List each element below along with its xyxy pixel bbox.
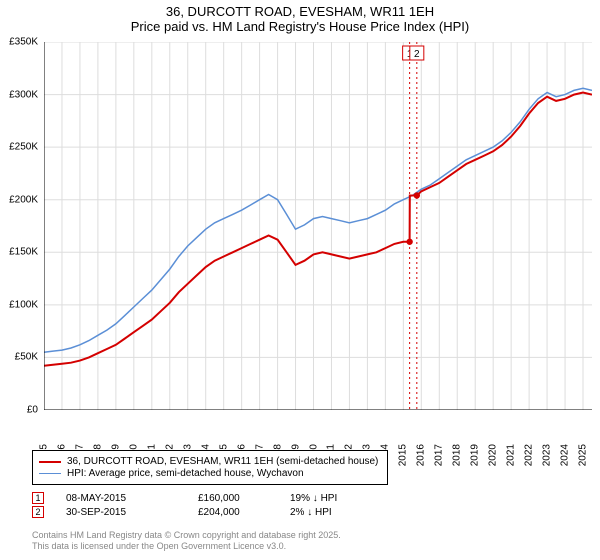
sale-row-date: 08-MAY-2015 [66, 493, 176, 504]
sale-row-pct: 19% ↓ HPI [290, 493, 370, 504]
y-tick-label: £50K [15, 352, 38, 363]
y-tick-label: £250K [9, 142, 38, 153]
footer-line-1: Contains HM Land Registry data © Crown c… [32, 530, 341, 541]
x-tick-label: 2022 [524, 444, 535, 466]
x-tick-label: 2021 [506, 444, 517, 466]
x-tick-label: 2019 [470, 444, 481, 466]
legend-label: 36, DURCOTT ROAD, EVESHAM, WR11 1EH (sem… [67, 456, 378, 467]
legend-swatch [39, 461, 61, 463]
plot-area: 12 [44, 42, 592, 410]
y-tick-label: £300K [9, 89, 38, 100]
sale-row-date: 30-SEP-2015 [66, 507, 176, 518]
y-tick-label: £100K [9, 299, 38, 310]
x-tick-label: 2018 [452, 444, 463, 466]
legend-row: HPI: Average price, semi-detached house,… [39, 468, 381, 479]
y-tick-label: £350K [9, 37, 38, 48]
y-tick-label: £150K [9, 247, 38, 258]
y-tick-label: £0 [27, 405, 38, 416]
footer: Contains HM Land Registry data © Crown c… [32, 530, 341, 553]
sale-row-marker: 1 [32, 492, 44, 504]
x-tick-label: 2015 [398, 444, 409, 466]
y-tick-label: £200K [9, 194, 38, 205]
x-tick-label: 2024 [560, 444, 571, 466]
x-tick-label: 2020 [488, 444, 499, 466]
svg-text:2: 2 [414, 49, 420, 60]
title-line-2: Price paid vs. HM Land Registry's House … [0, 19, 600, 34]
y-axis: £0£50K£100K£150K£200K£250K£300K£350K [0, 42, 42, 410]
legend-label: HPI: Average price, semi-detached house,… [67, 468, 304, 479]
x-tick-label: 2017 [434, 444, 445, 466]
title-line-1: 36, DURCOTT ROAD, EVESHAM, WR11 1EH [0, 4, 600, 19]
title-block: 36, DURCOTT ROAD, EVESHAM, WR11 1EH Pric… [0, 0, 600, 36]
x-tick-label: 2023 [542, 444, 553, 466]
chart-container: 36, DURCOTT ROAD, EVESHAM, WR11 1EH Pric… [0, 0, 600, 560]
sale-row-price: £204,000 [198, 507, 268, 518]
legend: 36, DURCOTT ROAD, EVESHAM, WR11 1EH (sem… [32, 450, 388, 485]
sale-rows: 1 08-MAY-2015 £160,000 19% ↓ HPI 2 30-SEP-201… [32, 490, 572, 520]
sale-row-pct: 2% ↓ HPI [290, 507, 370, 518]
x-tick-label: 2016 [416, 444, 427, 466]
sale-row-marker: 2 [32, 506, 44, 518]
plot-svg: 12 [44, 42, 592, 410]
x-tick-label: 2025 [578, 444, 589, 466]
sale-row-price: £160,000 [198, 493, 268, 504]
footer-line-2: This data is licensed under the Open Gov… [32, 541, 341, 552]
sale-row: 2 30-SEP-2015 £204,000 2% ↓ HPI [32, 506, 572, 518]
legend-row: 36, DURCOTT ROAD, EVESHAM, WR11 1EH (sem… [39, 456, 381, 467]
x-axis: 1995199619971998199920002001200220032004… [44, 410, 592, 450]
sale-row: 1 08-MAY-2015 £160,000 19% ↓ HPI [32, 492, 572, 504]
legend-swatch [39, 473, 61, 475]
